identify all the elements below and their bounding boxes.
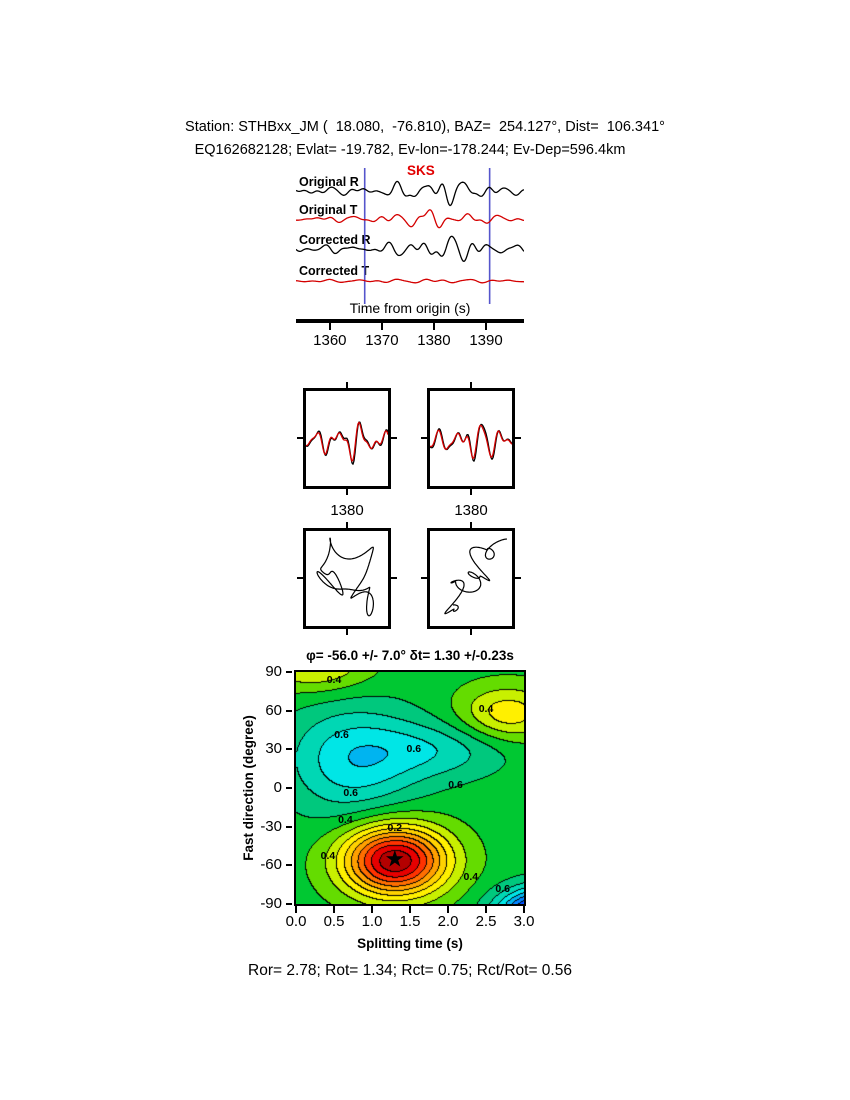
best-solution-star: ★ xyxy=(384,845,406,872)
splitting-time-tick-label: 2.5 xyxy=(475,913,497,930)
fast-direction-tick xyxy=(286,709,292,712)
frame-tick xyxy=(297,437,303,439)
fast-direction-tick xyxy=(286,825,292,828)
frame-tick xyxy=(346,629,348,635)
waveform-window-box-1 xyxy=(303,388,391,489)
result-ratios-line: Ror= 2.78; Rot= 1.34; Rct= 0.75; Rct/Rot… xyxy=(248,962,572,979)
contour-label: 0.6 xyxy=(334,729,349,742)
event-subtitle: EQ162682128; Evlat= -19.782, Ev-lon=-178… xyxy=(194,142,626,158)
contour-label: 0.4 xyxy=(463,870,479,883)
time-axis-tick xyxy=(485,323,487,330)
window-trace xyxy=(306,421,388,462)
seismogram-trace xyxy=(296,235,524,263)
fast-direction-tick-label: 30 xyxy=(265,740,282,758)
splitting-time-tick-label: 0.0 xyxy=(285,913,307,930)
trace-label-original-t: Original T xyxy=(299,203,358,217)
frame-tick xyxy=(515,437,521,439)
misfit-contour-canvas xyxy=(296,672,524,904)
splitting-time-tick xyxy=(523,906,525,913)
contour-label: 0.4 xyxy=(338,814,353,827)
frame-tick xyxy=(470,489,472,495)
frame-tick xyxy=(470,629,472,635)
fast-direction-tick-label: 0 xyxy=(273,779,282,796)
fast-direction-tick xyxy=(286,671,292,673)
splitting-time-tick xyxy=(333,906,335,913)
contour-label: 0.6 xyxy=(406,743,422,756)
splitting-time-tick xyxy=(371,906,373,913)
frame-tick xyxy=(346,382,348,388)
time-axis-tick xyxy=(380,323,383,330)
time-axis-tick xyxy=(432,323,435,330)
particle-motion-box-corrected xyxy=(427,528,515,629)
fast-direction-tick-label: 90 xyxy=(265,663,282,680)
time-axis-tick-label: 1390 xyxy=(469,332,503,349)
window-trace xyxy=(430,424,512,460)
frame-tick xyxy=(470,522,472,528)
splitting-time-tick-label: 2.0 xyxy=(437,913,459,930)
fast-direction-tick-label: 60 xyxy=(265,701,282,719)
fast-direction-tick-label: -60 xyxy=(260,856,282,874)
contour-label: 0.4 xyxy=(478,703,494,716)
splitting-time-tick-label: 0.5 xyxy=(323,913,345,930)
seismogram-trace xyxy=(296,209,524,229)
fast-direction-tick-label: -30 xyxy=(260,817,282,835)
frame-tick xyxy=(421,437,427,439)
frame-tick xyxy=(421,577,427,579)
trace-label-corrected-r: Corrected R xyxy=(299,233,371,247)
splitting-time-tick xyxy=(447,906,449,913)
splitting-time-tick-label: 3.0 xyxy=(513,913,535,930)
splitting-time-tick xyxy=(409,906,411,913)
window-tick-label-2: 1380 xyxy=(454,502,488,519)
time-axis-tick-label: 1360 xyxy=(313,332,347,349)
frame-tick xyxy=(391,437,397,439)
seismogram-trace xyxy=(296,278,524,284)
contour-label: 0.6 xyxy=(495,882,511,895)
time-axis-line xyxy=(296,319,524,323)
fast-direction-tick xyxy=(286,864,292,867)
splitting-time-tick-label: 1.0 xyxy=(361,913,383,930)
frame-tick xyxy=(297,577,303,579)
phase-label-sks: SKS xyxy=(407,163,435,178)
waveform-window-plot-1 xyxy=(306,421,388,465)
seismogram-trace xyxy=(296,180,524,207)
splitting-time-tick xyxy=(485,906,487,913)
splitting-time-tick xyxy=(295,906,297,913)
frame-tick xyxy=(515,577,521,579)
fast-direction-tick xyxy=(286,903,292,905)
station-title: Station: STHBxx_JM ( 18.080, -76.810), B… xyxy=(185,119,665,135)
misfit-title: φ= -56.0 +/- 7.0° δt= 1.30 +/-0.23s xyxy=(306,648,514,663)
time-axis-tick-label: 1380 xyxy=(417,332,451,349)
splitting-time-axis-label: Splitting time (s) xyxy=(357,936,463,951)
time-axis-tick-label: 1370 xyxy=(365,332,399,349)
contour-label: 0.6 xyxy=(343,787,359,800)
frame-tick xyxy=(470,382,472,388)
window-trace xyxy=(306,421,388,465)
fast-direction-tick xyxy=(286,748,292,751)
contour-label: 0.4 xyxy=(326,673,342,686)
particle-motion-plot-uncorrected xyxy=(316,537,375,617)
particle-motion-box-uncorrected xyxy=(303,528,391,629)
frame-tick xyxy=(391,577,397,579)
splitting-time-tick-label: 1.5 xyxy=(399,913,421,930)
window-tick-label-1: 1380 xyxy=(330,502,364,519)
particle-motion-path xyxy=(316,537,375,617)
contour-label: 0.6 xyxy=(448,779,463,792)
misfit-plot-frame xyxy=(294,670,526,906)
contour-label: 0.4 xyxy=(320,850,336,863)
trace-label-corrected-t: Corrected T xyxy=(299,264,370,278)
seismogram-traces-plot xyxy=(296,168,524,304)
trace-label-original-r: Original R xyxy=(299,175,359,189)
waveform-window-plot-2 xyxy=(430,423,512,462)
contour-label: 0.2 xyxy=(387,821,403,834)
time-axis-title: Time from origin (s) xyxy=(349,300,471,316)
fast-direction-tick xyxy=(286,787,292,789)
time-axis-tick xyxy=(328,323,331,330)
fast-direction-tick-label: -90 xyxy=(260,895,282,912)
frame-tick xyxy=(346,522,348,528)
particle-motion-plot-corrected xyxy=(444,538,507,615)
particle-motion-path xyxy=(444,538,507,615)
frame-tick xyxy=(346,489,348,495)
waveform-window-box-2 xyxy=(427,388,515,489)
